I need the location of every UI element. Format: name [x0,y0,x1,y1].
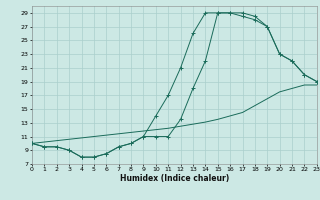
X-axis label: Humidex (Indice chaleur): Humidex (Indice chaleur) [120,174,229,183]
